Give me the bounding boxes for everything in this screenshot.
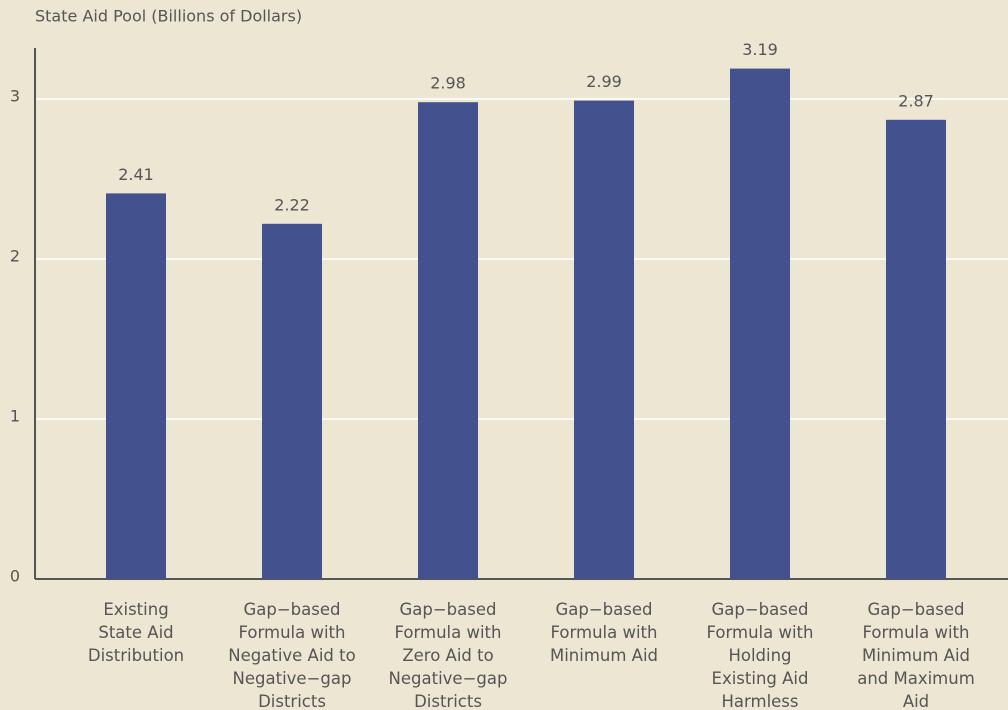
bar	[106, 193, 166, 579]
bar	[886, 119, 946, 580]
bar	[730, 68, 790, 579]
y-axis-label: State Aid Pool (Billions of Dollars)	[35, 7, 302, 26]
value-label: 2.41	[118, 165, 154, 184]
x-tick-label: Gap−based Formula with Holding Existing Aid…	[707, 600, 814, 710]
x-tick-label: Gap−based Formula with Minimum Aid	[550, 600, 658, 665]
y-tick-label: 1	[10, 407, 20, 426]
bar	[418, 102, 478, 579]
y-tick-label: 3	[10, 87, 20, 106]
x-tick-label: Existing State Aid Distribution	[88, 600, 184, 665]
value-label: 2.22	[274, 195, 310, 214]
x-tick-label: Gap−based Formula with Negative Aid to Nega…	[228, 600, 355, 710]
x-tick-label: Gap−based Formula with Zero Aid to Negative…	[389, 600, 508, 710]
y-tick-label: 2	[10, 247, 20, 266]
value-label: 2.87	[898, 91, 934, 110]
value-label: 3.19	[742, 40, 778, 59]
bar	[574, 100, 634, 579]
x-tick-label: Gap−based Formula with Minimum Aid and Maxi…	[857, 600, 975, 710]
value-label: 2.98	[430, 74, 466, 93]
value-label: 2.99	[586, 72, 622, 91]
bar	[262, 223, 322, 580]
y-tick-label: 0	[10, 567, 20, 586]
